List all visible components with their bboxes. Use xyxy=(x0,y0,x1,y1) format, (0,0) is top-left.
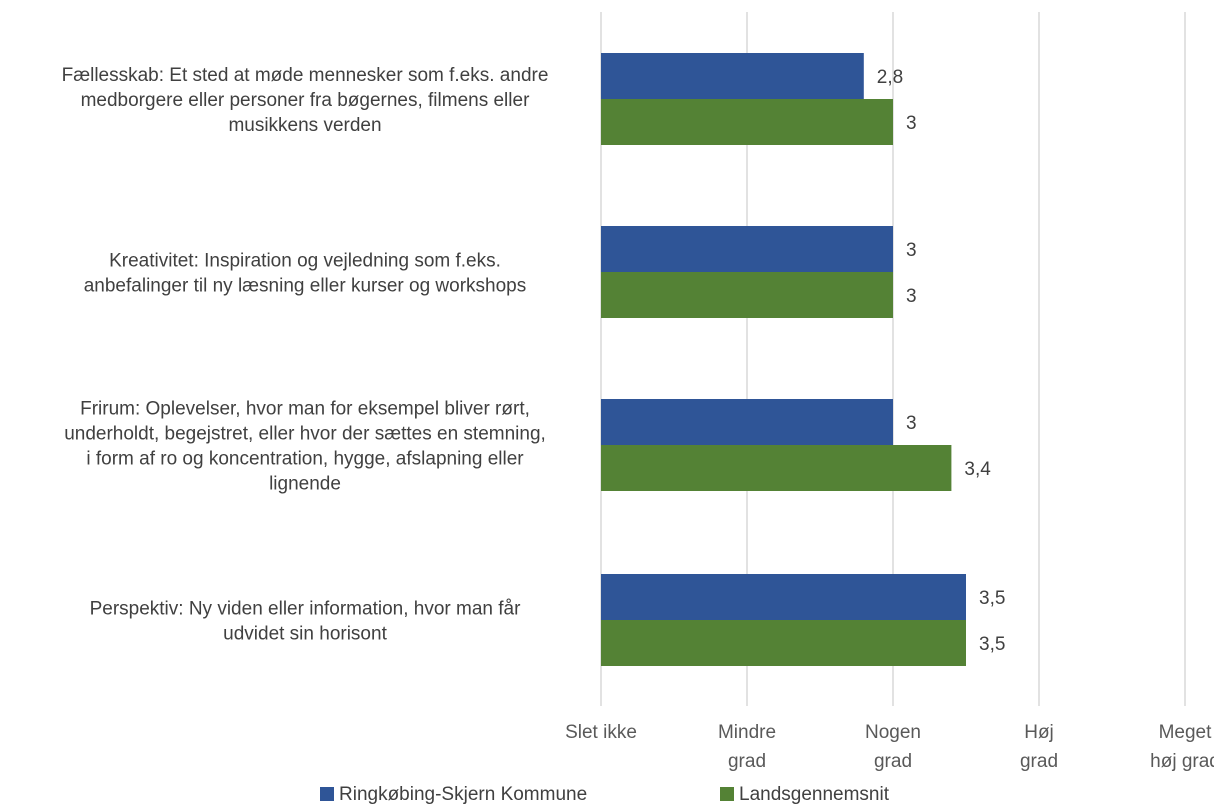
legend-label-0: Ringkøbing-Skjern Kommune xyxy=(339,784,587,805)
bar-ringkobing-0 xyxy=(601,53,864,99)
category-labels: Fællesskab: Et sted at møde mennesker so… xyxy=(62,65,549,645)
category-label-1: Kreativitet: Inspiration og vejledning s… xyxy=(84,251,527,297)
bar-lands-0 xyxy=(601,99,893,145)
tick-label-4: Meget høj grad xyxy=(1150,722,1214,772)
value-label-1-0: 3 xyxy=(906,113,917,134)
legend: Ringkøbing-Skjern Kommune Landsgennemsnit xyxy=(320,784,890,805)
value-label-1-3: 3,5 xyxy=(979,634,1005,655)
bar-ringkobing-1 xyxy=(601,226,893,272)
legend-swatch-0 xyxy=(320,787,334,801)
value-label-0-3: 3,5 xyxy=(979,588,1005,609)
category-label-3: Perspektiv: Ny viden eller information, … xyxy=(90,599,522,645)
tick-label-1: Mindre grad xyxy=(718,722,776,772)
bar-ringkobing-3 xyxy=(601,574,966,620)
tick-label-2: Nogen grad xyxy=(865,722,921,772)
x-axis-tick-labels: Slet ikke Mindre grad Nogen grad Høj grad Meget… xyxy=(565,722,1214,772)
value-label-0-1: 3 xyxy=(906,240,917,261)
tick-label-0: Slet ikke xyxy=(565,722,637,743)
value-label-0-2: 3 xyxy=(906,413,917,434)
bar-lands-1 xyxy=(601,272,893,318)
bar-ringkobing-2 xyxy=(601,399,893,445)
value-label-0-0: 2,8 xyxy=(877,67,903,88)
bar-lands-3 xyxy=(601,620,966,666)
value-labels: 2,8 3 3 3 3 3,4 3,5 3,5 xyxy=(877,67,1006,655)
legend-label-1: Landsgennemsnit xyxy=(739,784,890,805)
category-label-2: Frirum: Oplevelser, hvor man for eksempe… xyxy=(64,399,546,495)
bar-lands-2 xyxy=(601,445,952,491)
category-label-0: Fællesskab: Et sted at møde mennesker so… xyxy=(62,65,549,136)
legend-swatch-1 xyxy=(720,787,734,801)
tick-label-3: Høj grad xyxy=(1020,722,1058,772)
bars xyxy=(601,53,966,666)
value-label-1-2: 3,4 xyxy=(964,459,991,480)
value-label-1-1: 3 xyxy=(906,286,917,307)
